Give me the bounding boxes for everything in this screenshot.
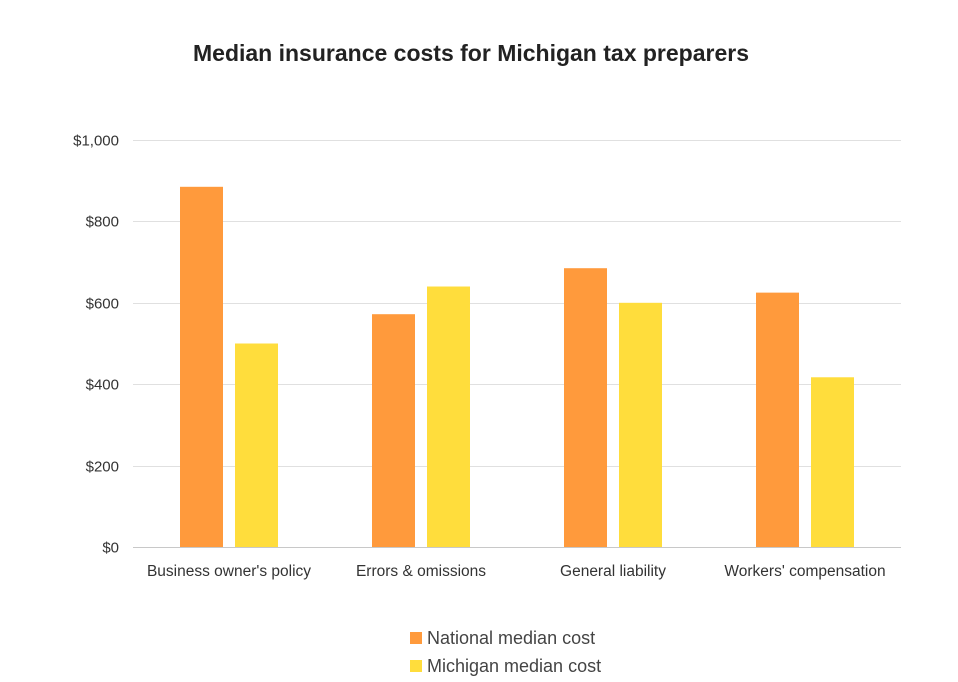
legend-item-national[interactable]: National median cost: [410, 624, 601, 652]
legend-swatch-michigan: [410, 660, 422, 672]
bar-michigan-median-cost-workers-compensation[interactable]: [811, 377, 854, 547]
legend-label-michigan: Michigan median cost: [427, 655, 602, 676]
y-tick-label: $800: [86, 214, 119, 231]
y-tick-label: $0: [102, 540, 119, 557]
legend-item-michigan[interactable]: Michigan median cost: [410, 652, 601, 680]
y-axis-ticks: $0 $200 $400 $600 $800 $1,000: [73, 133, 119, 557]
x-tick-label: Business owner's policy: [147, 563, 311, 580]
x-tick-label: General liability: [560, 563, 666, 580]
bar-national-median-cost-workers-compensation[interactable]: [756, 292, 799, 547]
bars: [180, 186, 854, 548]
x-tick-label: Errors & omissions: [356, 563, 486, 580]
bar-national-median-cost-business-owner-s-policy[interactable]: [180, 186, 223, 547]
bar-michigan-median-cost-general-liability[interactable]: [619, 302, 662, 547]
y-tick-label: $400: [86, 377, 119, 394]
bar-michigan-median-cost-business-owner-s-policy[interactable]: [235, 343, 278, 548]
y-tick-label: $1,000: [73, 133, 119, 150]
legend: National median cost Michigan median cos…: [410, 624, 601, 680]
chart-title: Median insurance costs for Michigan tax …: [193, 40, 749, 66]
bar-michigan-median-cost-errors-omissions[interactable]: [427, 286, 470, 547]
y-tick-label: $200: [86, 459, 119, 476]
legend-swatch-national: [410, 632, 422, 644]
y-tick-label: $600: [86, 296, 119, 313]
bar-national-median-cost-errors-omissions[interactable]: [372, 314, 415, 547]
x-axis-ticks: Business owner's policy Errors & omission…: [147, 563, 886, 580]
x-tick-label: Workers' compensation: [724, 563, 885, 580]
legend-label-national: National median cost: [427, 627, 596, 648]
bar-national-median-cost-general-liability[interactable]: [564, 268, 607, 547]
